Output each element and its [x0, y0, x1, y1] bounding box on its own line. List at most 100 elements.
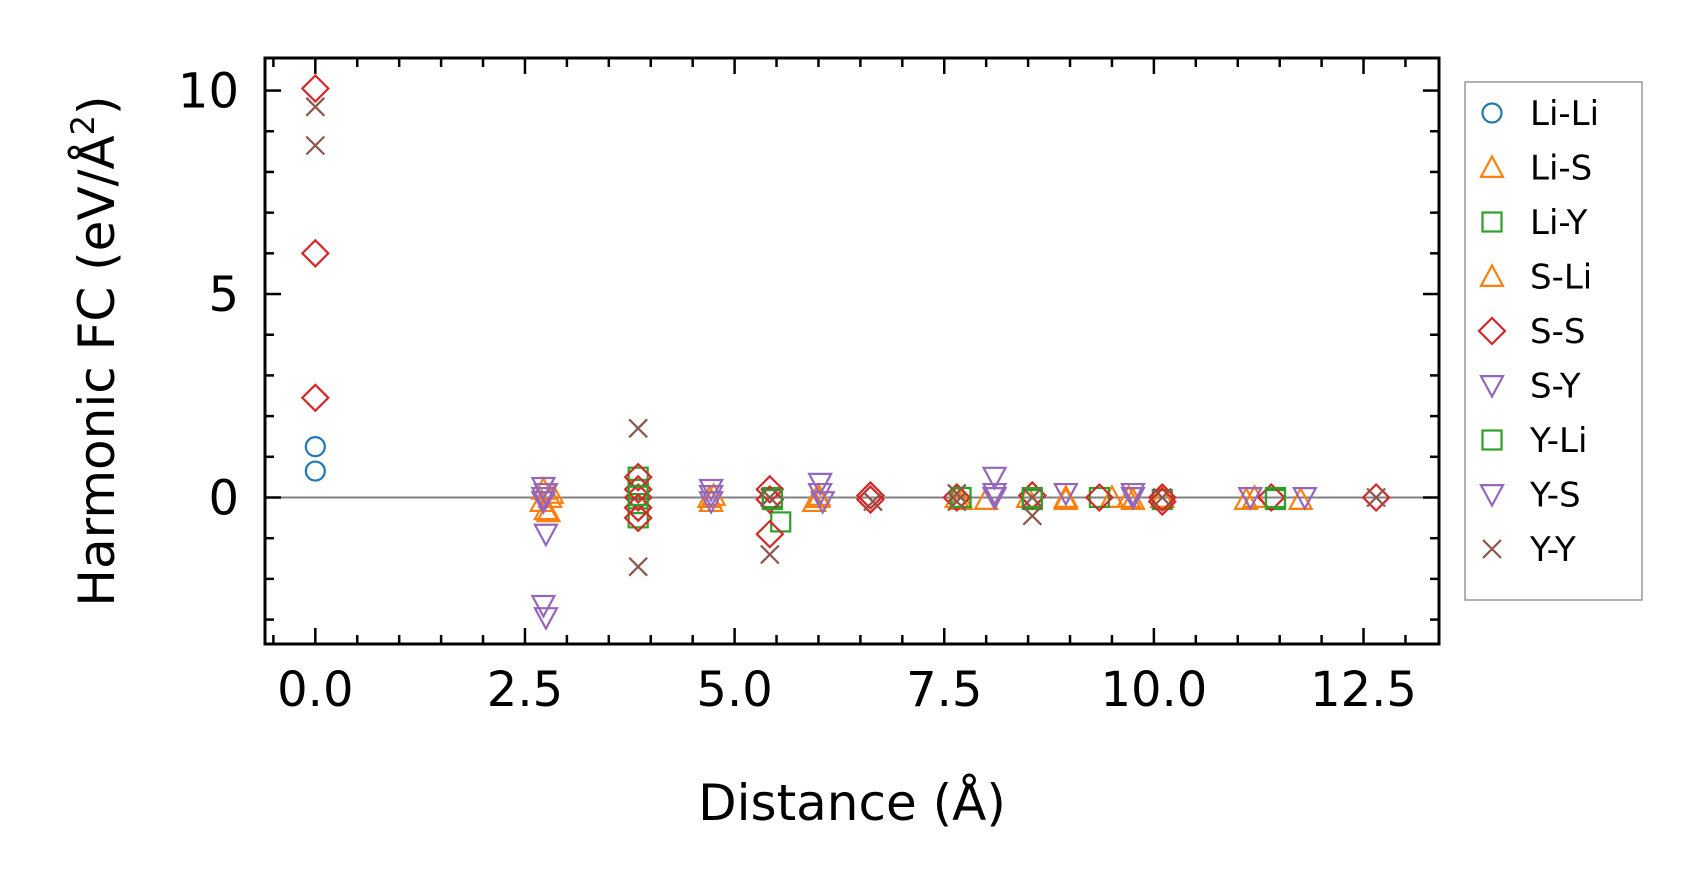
y-axis-title-superscript: 2: [64, 115, 102, 135]
y-tick-label: 5: [208, 267, 239, 323]
legend-marker-y-li: [1481, 429, 1503, 451]
legend-item-y-li-6: Y-Li: [1481, 421, 1587, 461]
y-axis-title: Harmonic FC (eV/Å2): [64, 95, 126, 606]
legend-marker-s-li: [1479, 263, 1505, 287]
x-tick-label: 10.0: [1100, 662, 1207, 718]
legend-marker-li-s: [1479, 154, 1505, 178]
point-s-y-12: [1052, 482, 1079, 507]
point-s-s-1: [300, 238, 330, 268]
tick-labels-layer: 0.0 2.5 5.0 7.5 10.0 12.5 0 5 10: [178, 64, 1417, 718]
legend-marker-li-li: [1481, 102, 1503, 124]
legend-label-li-y: Li-Y: [1530, 203, 1588, 243]
point-y-li-1: [761, 488, 783, 511]
point-li-s-12: [1099, 484, 1125, 508]
x-tick-label: 2.5: [487, 662, 563, 718]
point-s-y-9: [809, 491, 836, 515]
point-s-s-17: [1147, 487, 1177, 517]
point-y-s-1: [698, 485, 724, 509]
point-li-y-8: [1088, 486, 1110, 509]
point-s-s-9: [755, 484, 785, 515]
point-li-y-3: [627, 507, 649, 529]
point-y-y-10: [1022, 487, 1043, 508]
series-li-li-0: [304, 436, 326, 482]
legend-label-y-s: Y-S: [1529, 476, 1581, 516]
point-s-s-2: [300, 383, 330, 413]
x-tick-label: 7.5: [906, 662, 982, 718]
legend-item-y-y-8: Y-Y: [1482, 530, 1576, 570]
legend-item-s-y-5: S-Y: [1479, 367, 1581, 407]
point-s-s-18: [1256, 482, 1286, 513]
point-y-y-7: [947, 483, 967, 504]
legend-marker-s-y: [1479, 375, 1505, 399]
point-y-y-12: [1366, 487, 1386, 508]
point-s-y-2: [530, 491, 557, 515]
legend-label-s-li: S-Li: [1530, 258, 1592, 298]
point-s-s-3: [623, 462, 653, 492]
y-axis-title-close: ): [68, 95, 126, 115]
point-s-s-16: [1147, 482, 1177, 513]
point-y-s-3: [981, 487, 1008, 511]
point-s-y-3: [533, 523, 559, 548]
legend-item-s-li-3: S-Li: [1479, 258, 1592, 298]
x-tick-label: 12.5: [1310, 662, 1417, 718]
point-y-y-3: [628, 556, 648, 577]
point-y-y-9: [1022, 506, 1043, 526]
legend: Li-Li Li-S Li-Y S-Li S-S S-Y Y-Li Y-S Y-Y: [1464, 81, 1643, 601]
point-s-y-13: [1120, 482, 1146, 507]
legend-item-y-s-7: Y-S: [1479, 476, 1581, 516]
point-y-li-0: [627, 484, 649, 507]
point-s-s-19: [1361, 482, 1391, 513]
data-points-layer: [300, 73, 1391, 631]
legend-marker-y-y: [1482, 539, 1502, 559]
point-s-s-15: [1084, 482, 1114, 513]
point-s-s-12: [855, 480, 886, 511]
legend-items: Li-Li Li-S Li-Y S-Li S-S S-Y Y-Li Y-S Y-Y: [1477, 94, 1599, 570]
point-li-s-16: [1287, 486, 1314, 510]
point-s-y-11: [981, 482, 1008, 507]
point-y-s-4: [1120, 487, 1146, 511]
point-s-li-6: [1115, 484, 1142, 508]
point-y-s-0: [533, 482, 559, 507]
y-tick-label: 0: [208, 471, 239, 527]
point-li-li-0: [304, 436, 326, 458]
point-li-s-15: [1233, 486, 1259, 510]
point-y-y-8: [947, 491, 967, 512]
legend-label-y-y: Y-Y: [1529, 530, 1576, 570]
legend-label-s-y: S-Y: [1530, 367, 1581, 407]
legend-label-li-li: Li-Li: [1530, 94, 1599, 134]
point-s-y-7: [698, 491, 724, 515]
point-li-s-14: [1149, 484, 1176, 508]
legend-item-li-li-0: Li-Li: [1481, 94, 1599, 134]
point-s-y-14: [1237, 487, 1264, 511]
point-li-li-1: [304, 460, 326, 482]
legend-label-li-s: Li-S: [1530, 149, 1592, 189]
legend-marker-li-y: [1481, 211, 1503, 233]
point-s-y-15: [1291, 487, 1318, 511]
point-s-y-6: [698, 478, 724, 503]
y-tick-label: 10: [178, 64, 239, 120]
legend-item-li-y-2: Li-Y: [1481, 203, 1588, 243]
point-s-s-0: [300, 73, 330, 104]
point-y-y-2: [628, 418, 648, 439]
point-y-li-4: [1264, 486, 1287, 509]
point-y-y-11: [1152, 487, 1173, 508]
legend-item-li-s-1: Li-S: [1479, 149, 1592, 189]
legend-label-s-s: S-S: [1530, 312, 1585, 352]
legend-item-s-s-4: S-S: [1477, 312, 1585, 352]
point-y-y-4: [760, 544, 780, 565]
point-s-y-10: [981, 466, 1008, 491]
series-y-s-7: [533, 482, 1146, 511]
point-s-s-8: [755, 474, 785, 504]
x-tick-label: 5.0: [696, 662, 772, 718]
plot-frame: [263, 56, 1441, 646]
point-s-li-5: [1052, 484, 1079, 508]
point-y-y-5: [760, 487, 780, 508]
x-axis-title: Distance (Å): [698, 774, 1006, 832]
series-y-y-8: [305, 97, 1386, 577]
point-y-li-3: [1021, 486, 1043, 509]
point-s-y-5: [533, 607, 559, 631]
y-axis-title-main: Harmonic FC (eV/Å: [68, 135, 126, 606]
legend-marker-s-s: [1477, 316, 1507, 346]
